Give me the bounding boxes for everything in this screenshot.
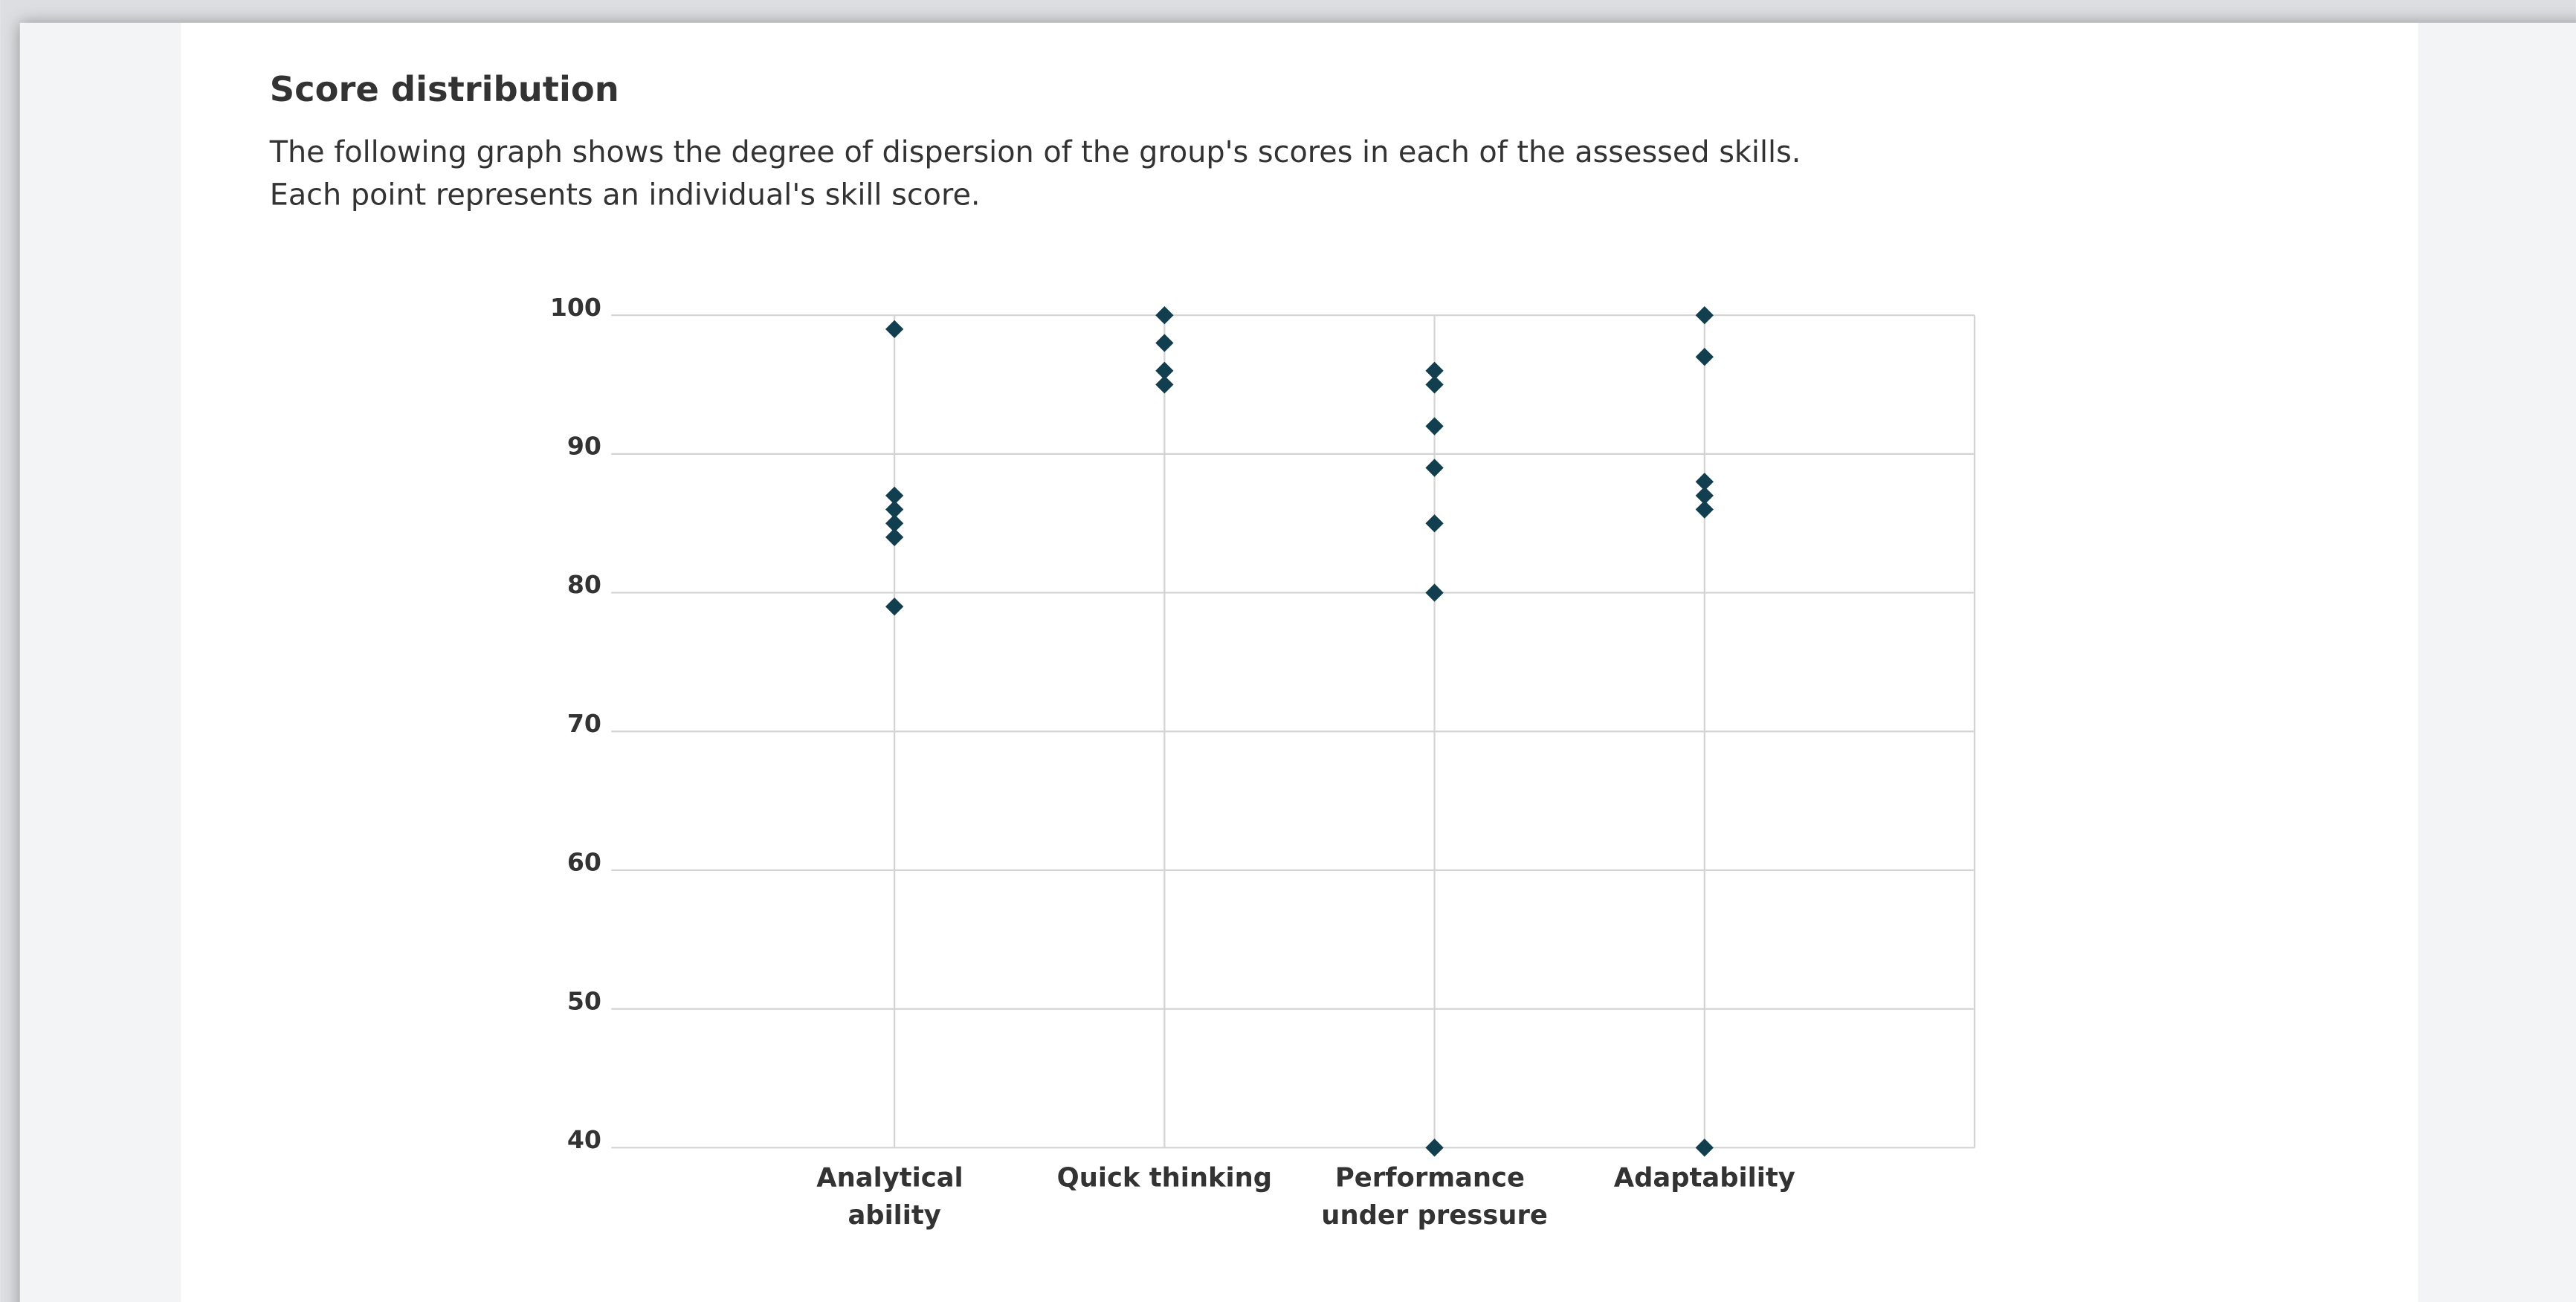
point xyxy=(1425,1139,1444,1157)
card xyxy=(181,22,2418,1302)
point xyxy=(885,486,904,505)
description: Each point represents an individual's sk… xyxy=(270,178,981,213)
x-tick-label: Analytical ability xyxy=(816,1162,972,1231)
y-tick-label: 60 xyxy=(567,848,601,877)
point xyxy=(1155,375,1174,394)
section-title: Score distribution xyxy=(270,69,619,109)
point xyxy=(1695,486,1714,505)
point xyxy=(1695,348,1714,366)
point xyxy=(1695,500,1714,519)
y-tick-label: 90 xyxy=(567,432,601,461)
point xyxy=(885,514,904,533)
x-tick-label: Quick thinking xyxy=(1057,1162,1272,1193)
point xyxy=(1695,473,1714,491)
description: The following graph shows the degree of … xyxy=(269,135,1801,169)
y-tick-label: 40 xyxy=(567,1125,601,1154)
point xyxy=(885,528,904,547)
point xyxy=(1425,375,1444,394)
y-tick-label: 80 xyxy=(567,570,601,599)
point xyxy=(885,597,904,616)
y-tick-label: 100 xyxy=(550,293,601,322)
point xyxy=(1155,334,1174,352)
point xyxy=(1425,417,1444,435)
x-tick-label: Performance under pressure xyxy=(1321,1162,1548,1231)
point xyxy=(1425,459,1444,477)
chart: 40 50 60 70 80 90 100 Analytical ability Quick t… xyxy=(550,293,1976,1231)
point xyxy=(1425,361,1444,380)
point xyxy=(1425,514,1444,533)
point xyxy=(885,320,904,339)
point xyxy=(1695,1139,1714,1157)
y-tick-label: 70 xyxy=(567,709,601,738)
x-tick-label: Adaptability xyxy=(1614,1162,1795,1193)
point xyxy=(1425,583,1444,602)
y-tick-label: 50 xyxy=(567,986,601,1015)
point xyxy=(1155,361,1174,380)
point xyxy=(885,500,904,519)
